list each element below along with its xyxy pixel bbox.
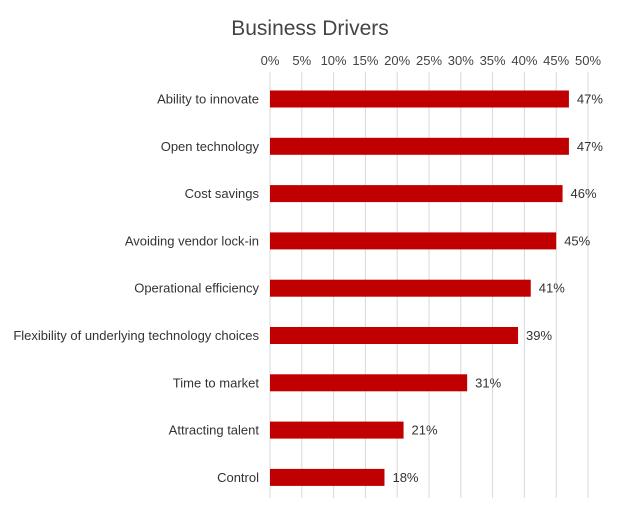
category-label: Control [217, 470, 259, 485]
category-label: Cost savings [185, 186, 260, 201]
x-tick-label: 30% [448, 53, 474, 68]
bar [270, 279, 531, 297]
data-label: 47% [577, 139, 603, 154]
bar [270, 374, 468, 392]
category-label: Ability to innovate [157, 92, 259, 107]
x-tick-label: 20% [384, 53, 410, 68]
data-label: 31% [475, 375, 501, 390]
data-label: 18% [392, 470, 418, 485]
category-label: Attracting talent [169, 423, 260, 438]
data-label: 39% [526, 328, 552, 343]
data-label: 47% [577, 92, 603, 107]
data-label: 46% [571, 186, 597, 201]
data-label: 41% [539, 281, 565, 296]
x-axis-ticks: 0% 5% 10% 15% 20% 25% 30% 35% 40% 45% 50% [261, 53, 602, 68]
category-label: Time to market [173, 375, 260, 390]
bar [270, 137, 569, 155]
x-tick-label: 40% [511, 53, 537, 68]
bars [270, 90, 569, 486]
x-tick-label: 45% [543, 53, 569, 68]
category-label: Avoiding vendor lock-in [125, 233, 259, 248]
bar [270, 327, 519, 344]
category-label: Flexibility of underlying technology cho… [13, 328, 259, 343]
bar [270, 421, 404, 439]
bar [270, 468, 385, 486]
category-label: Operational efficiency [134, 281, 259, 296]
bar [270, 185, 563, 203]
x-tick-label: 50% [575, 53, 601, 68]
data-label: 21% [412, 423, 438, 438]
x-tick-label: 0% [261, 53, 280, 68]
x-tick-label: 25% [416, 53, 442, 68]
x-tick-label: 15% [352, 53, 378, 68]
bar [270, 90, 569, 108]
category-label: Open technology [161, 139, 260, 154]
category-labels: Ability to innovate Open technology Cost s… [13, 92, 259, 485]
data-labels: 47% 47% 46% 45% 41% 39% 31% 21% 18% [392, 92, 603, 485]
data-label: 45% [564, 233, 590, 248]
bar [270, 232, 557, 250]
x-tick-label: 5% [292, 53, 311, 68]
x-tick-label: 10% [321, 53, 347, 68]
chart-title: Business Drivers [231, 17, 389, 40]
x-tick-label: 35% [480, 53, 506, 68]
